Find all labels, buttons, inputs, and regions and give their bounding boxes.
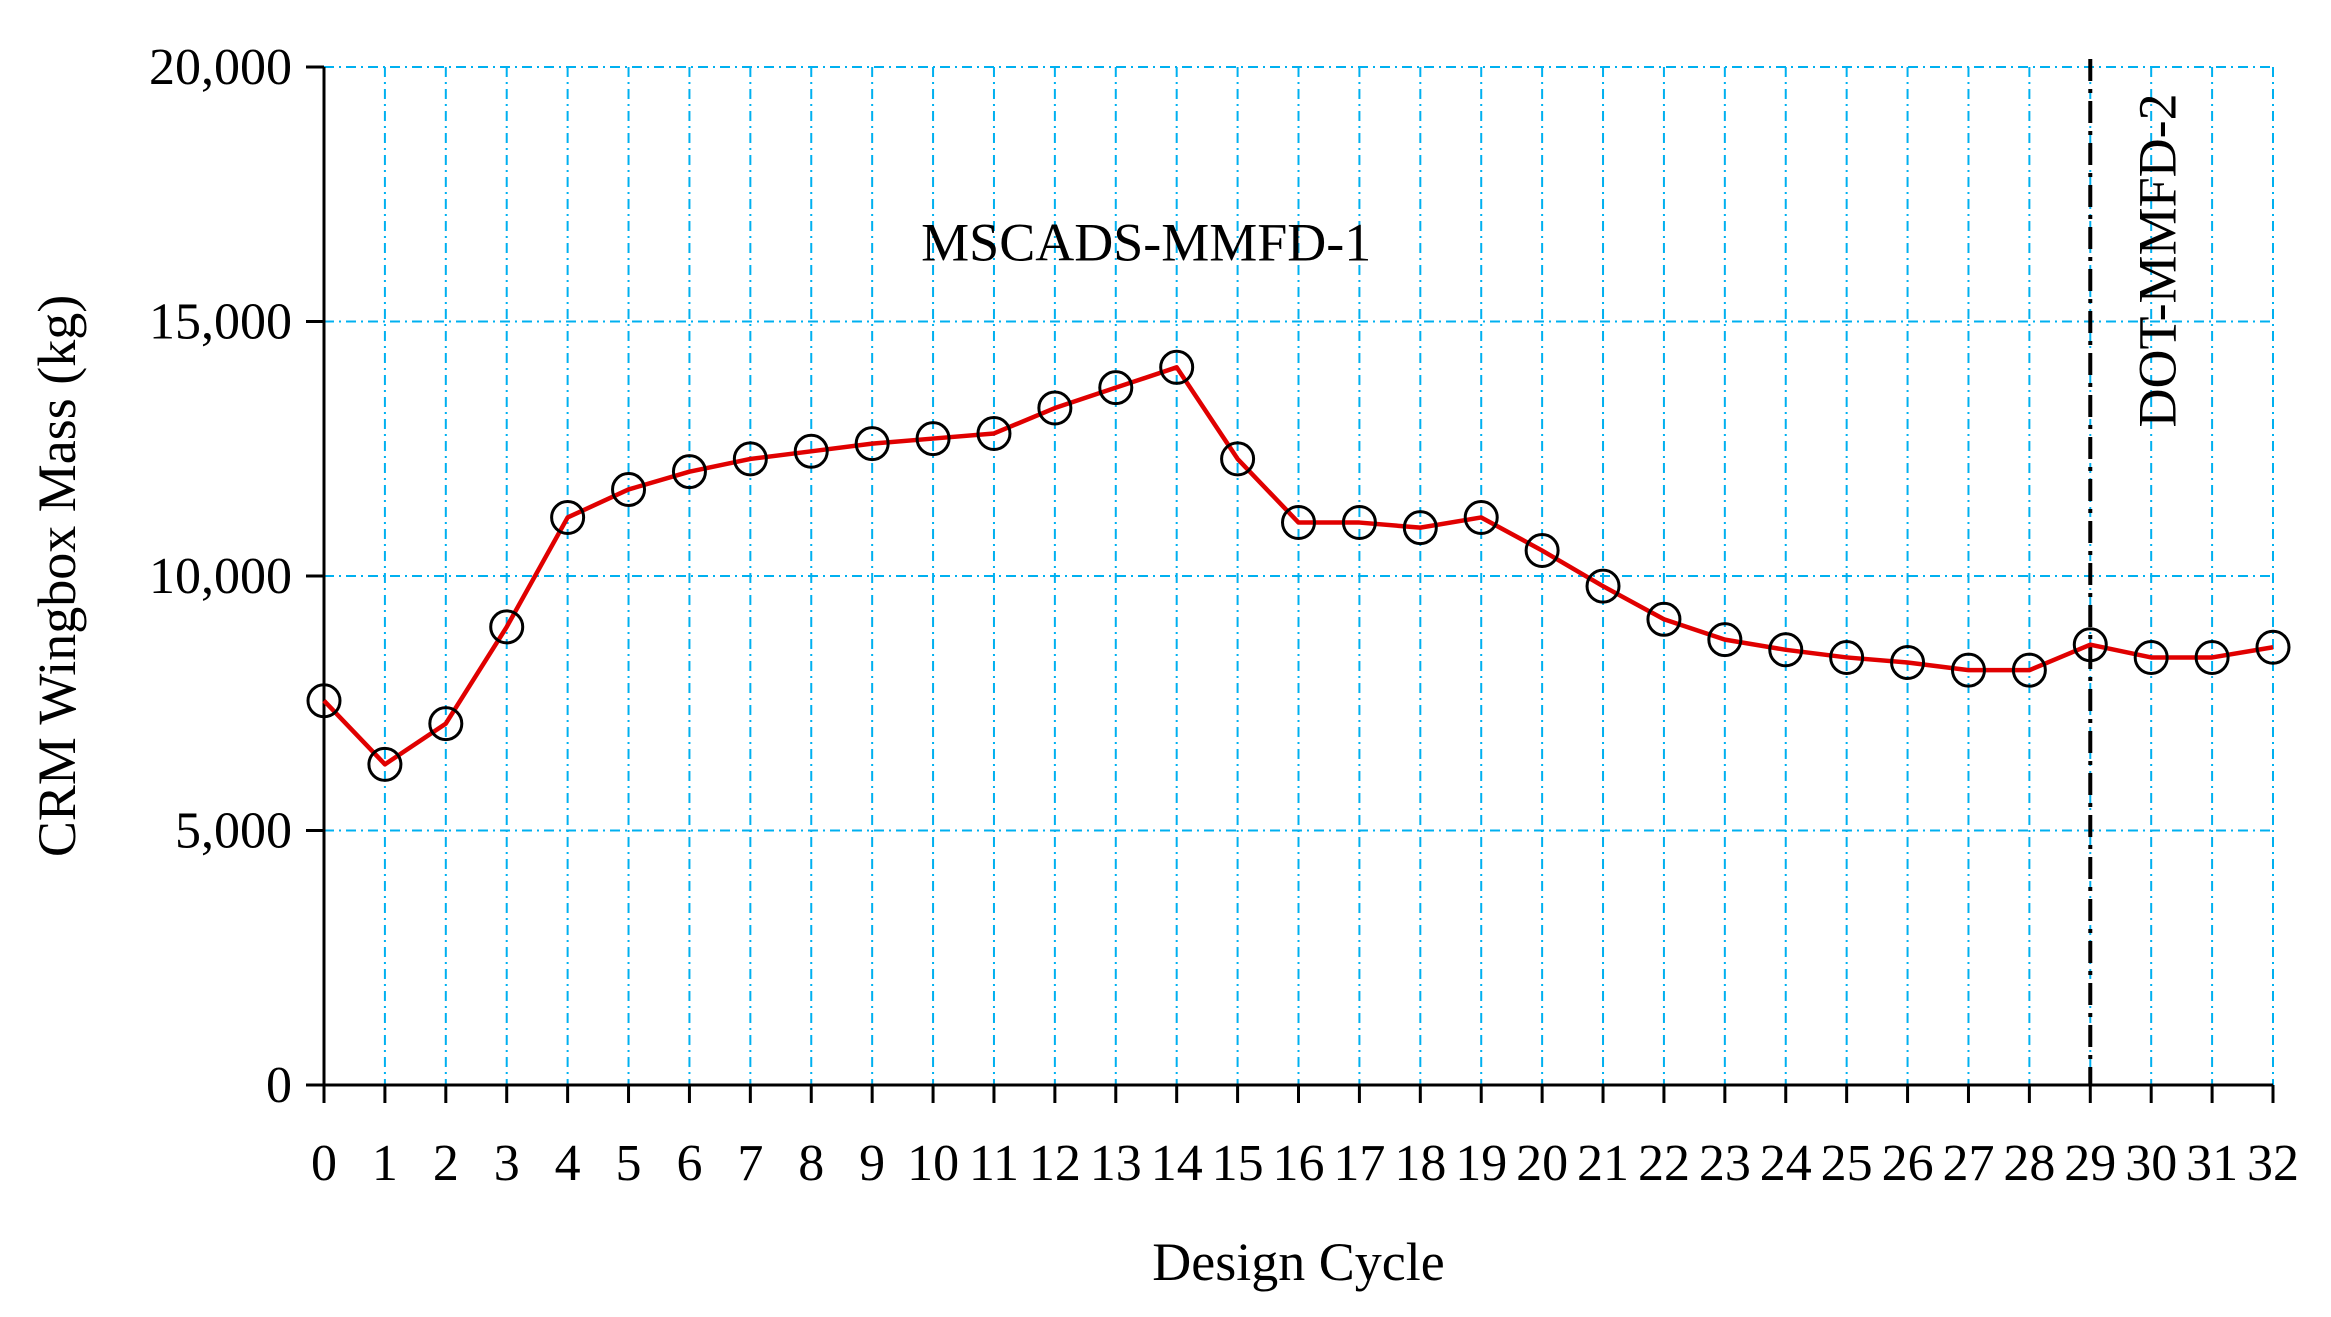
x-tick-label: 2 bbox=[433, 1135, 459, 1192]
data-point bbox=[1585, 568, 1621, 604]
data-point bbox=[793, 433, 829, 469]
data-point bbox=[1768, 632, 1804, 668]
data-point bbox=[2194, 639, 2230, 675]
series-line bbox=[322, 365, 2274, 767]
data-point bbox=[1524, 533, 1560, 569]
x-tick-label: 20 bbox=[1516, 1135, 1568, 1192]
x-tick-label: 0 bbox=[311, 1135, 337, 1192]
y-tick-label: 10,000 bbox=[149, 548, 292, 605]
x-tick-label: 26 bbox=[1882, 1135, 1934, 1192]
x-tick-label: 15 bbox=[1212, 1135, 1264, 1192]
data-point bbox=[1220, 441, 1256, 477]
data-point bbox=[1950, 652, 1986, 688]
x-tick-label: 25 bbox=[1821, 1135, 1873, 1192]
annotations: MSCADS-MMFD-1 DOT-MMFD-2 bbox=[921, 93, 2187, 427]
data-point bbox=[550, 499, 586, 535]
data-point bbox=[854, 426, 890, 462]
x-tick-label: 24 bbox=[1760, 1135, 1812, 1192]
data-point bbox=[306, 683, 342, 719]
x-tick-label: 4 bbox=[555, 1135, 581, 1192]
x-tick-label: 17 bbox=[1333, 1135, 1385, 1192]
x-axis-title: Design Cycle bbox=[1152, 1232, 1444, 1292]
data-point bbox=[1463, 499, 1499, 535]
data-point bbox=[976, 415, 1012, 451]
data-point bbox=[428, 706, 464, 742]
data-point bbox=[2133, 639, 2169, 675]
y-tick-label: 20,000 bbox=[149, 39, 292, 96]
x-tick-label: 19 bbox=[1455, 1135, 1507, 1192]
data-point bbox=[2255, 629, 2291, 665]
x-tick-label: 1 bbox=[372, 1135, 398, 1192]
y-tick-label: 5,000 bbox=[175, 803, 292, 860]
data-point bbox=[489, 609, 525, 645]
x-tick-label: 28 bbox=[2003, 1135, 2055, 1192]
series-layer bbox=[306, 349, 2291, 782]
data-point bbox=[671, 454, 707, 490]
data-point bbox=[1646, 601, 1682, 637]
x-tick-label: 5 bbox=[616, 1135, 642, 1192]
x-tick-label: 16 bbox=[1273, 1135, 1325, 1192]
data-point bbox=[1037, 390, 1073, 426]
x-tick-label: 14 bbox=[1151, 1135, 1203, 1192]
data-point bbox=[915, 421, 951, 457]
tick-labels: 0 1 2 3 4 5 6 7 8 9 10 11 12 13 14 15 16 17 18 19 20 21 22 23 24… bbox=[149, 39, 2299, 1192]
x-tick-label: 31 bbox=[2186, 1135, 2238, 1192]
data-point bbox=[1281, 505, 1316, 541]
data-point bbox=[1159, 349, 1195, 385]
annotation-label: MSCADS-MMFD-1 bbox=[921, 212, 1371, 272]
x-tick-label: 21 bbox=[1577, 1135, 1629, 1192]
x-tick-label: 10 bbox=[907, 1135, 959, 1192]
x-tick-label: 22 bbox=[1638, 1135, 1690, 1192]
data-point bbox=[2072, 627, 2108, 663]
data-point bbox=[1341, 505, 1377, 541]
y-tick-label: 0 bbox=[266, 1057, 292, 1114]
x-tick-label: 7 bbox=[737, 1135, 763, 1192]
data-point bbox=[367, 746, 403, 782]
x-tick-label: 12 bbox=[1029, 1135, 1081, 1192]
x-tick-label: 18 bbox=[1394, 1135, 1446, 1192]
annotation-label: DOT-MMFD-2 bbox=[2128, 93, 2188, 427]
data-point bbox=[1098, 370, 1134, 406]
x-tick-label: 29 bbox=[2064, 1135, 2116, 1192]
y-tick-label: 15,000 bbox=[149, 294, 292, 351]
x-tick-label: 23 bbox=[1699, 1135, 1751, 1192]
x-tick-label: 32 bbox=[2247, 1135, 2299, 1192]
data-point bbox=[611, 471, 647, 507]
data-point bbox=[1829, 639, 1865, 675]
x-tick-label: 3 bbox=[494, 1135, 520, 1192]
x-tick-label: 11 bbox=[969, 1135, 1019, 1192]
gridlines bbox=[324, 66, 2274, 1085]
data-point bbox=[1707, 622, 1743, 658]
y-axis-title: CRM Wingbox Mass (kg) bbox=[27, 295, 87, 857]
x-tick-label: 27 bbox=[1942, 1135, 1994, 1192]
data-point bbox=[2011, 652, 2047, 688]
x-tick-label: 8 bbox=[798, 1135, 824, 1192]
data-point bbox=[1402, 510, 1438, 546]
x-tick-label: 9 bbox=[859, 1135, 885, 1192]
data-point bbox=[1890, 645, 1926, 681]
x-tick-label: 13 bbox=[1090, 1135, 1142, 1192]
data-point bbox=[732, 441, 768, 477]
x-tick-label: 30 bbox=[2125, 1135, 2177, 1192]
x-tick-label: 6 bbox=[676, 1135, 702, 1192]
